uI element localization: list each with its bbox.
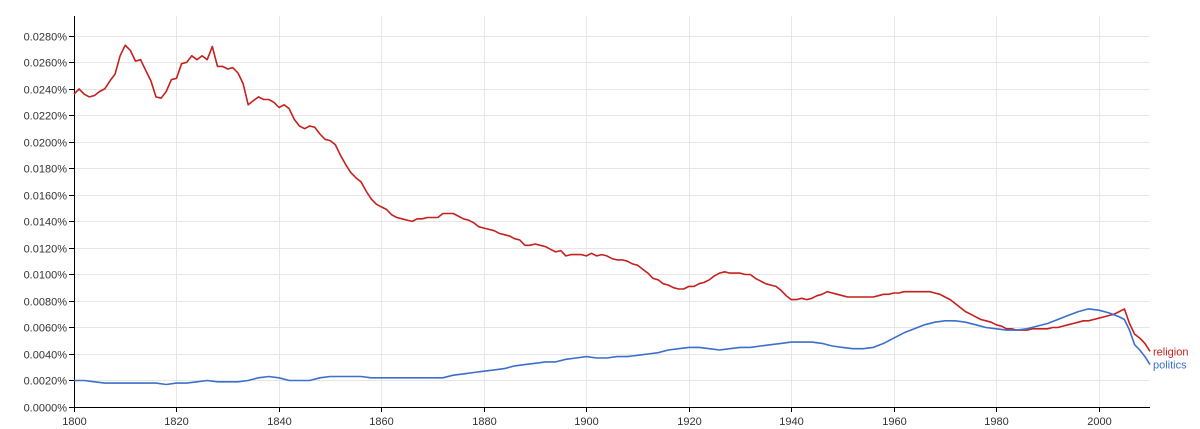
x-tick-label: 1820 <box>164 416 188 428</box>
y-tick-label: 0.0260% <box>24 58 68 70</box>
grid <box>74 16 1150 407</box>
x-tick-labels: 1800 1820 1840 1860 1880 1900 1920 1940 1960 1980… <box>62 416 1111 428</box>
y-tick-label: 0.0180% <box>24 164 68 176</box>
y-tick-labels: 0.0000% 0.0020% 0.0040% 0.0060% 0.0080% 0.010… <box>24 32 68 415</box>
x-tick-label: 1860 <box>369 416 393 428</box>
y-tick-label: 0.0280% <box>24 32 68 44</box>
series-labels: religion politics <box>1153 346 1188 371</box>
x-tick-label: 2000 <box>1087 416 1111 428</box>
y-tick-label: 0.0120% <box>24 244 68 256</box>
y-tick-label: 0.0220% <box>24 111 68 123</box>
y-tick-label: 0.0240% <box>24 85 68 97</box>
series-lines <box>73 44 1151 386</box>
x-tick-label: 1960 <box>882 416 906 428</box>
series-line-politics[interactable] <box>74 308 1151 386</box>
x-tick-label: 1800 <box>62 416 86 428</box>
x-tick-label: 1920 <box>677 416 701 428</box>
series-line-religion[interactable] <box>73 44 1151 352</box>
y-tick-label: 0.0080% <box>24 297 68 309</box>
y-tick-label: 0.0160% <box>24 191 68 203</box>
y-tick-label: 0.0040% <box>24 350 68 362</box>
axes <box>69 16 1150 412</box>
x-tick-label: 1900 <box>574 416 598 428</box>
series-label-religion: religion <box>1153 346 1188 358</box>
series-label-politics: politics <box>1153 360 1187 372</box>
y-tick-label: 0.0060% <box>24 323 68 335</box>
x-tick-label: 1840 <box>267 416 291 428</box>
x-tick-label: 1940 <box>779 416 803 428</box>
x-tick-label: 1980 <box>984 416 1008 428</box>
y-tick-label: 0.0020% <box>24 376 68 388</box>
y-tick-label: 0.0140% <box>24 217 68 229</box>
y-tick-label: 0.0200% <box>24 138 68 150</box>
y-tick-label: 0.0100% <box>24 270 68 282</box>
y-tick-label: 0.0000% <box>24 403 68 415</box>
x-tick-label: 1880 <box>472 416 496 428</box>
